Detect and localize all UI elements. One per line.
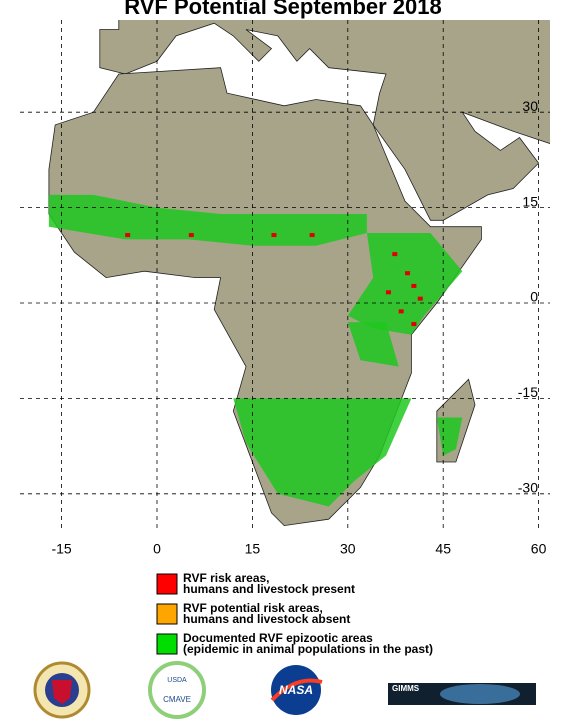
- lon-label: 0: [153, 541, 161, 557]
- lon-label: 45: [435, 541, 451, 557]
- lat-label: 30: [522, 98, 538, 114]
- risk-spot: [271, 233, 277, 238]
- cmave-text: CMAVE: [163, 695, 191, 704]
- cmave-logo: [148, 661, 206, 719]
- lon-label: 60: [531, 541, 547, 557]
- risk-spot: [125, 233, 131, 238]
- risk-spot: [417, 296, 423, 301]
- legend-label: humans and livestock absent: [183, 612, 350, 626]
- risk-spot: [385, 290, 391, 295]
- legend-swatch: [156, 633, 178, 655]
- legend-swatch: [156, 603, 178, 625]
- risk-spot: [309, 233, 315, 238]
- legend-label: humans and livestock present: [183, 582, 355, 596]
- legend-label: (epidemic in animal populations in the p…: [183, 642, 433, 656]
- epizootic-area: [347, 233, 463, 335]
- gimms-globe: [440, 684, 520, 704]
- nasa-swoosh: [270, 678, 323, 702]
- epizootic-area: [233, 398, 412, 507]
- logos: USDA CMAVE NASA GIMMS: [33, 661, 536, 719]
- usda-text: USDA: [167, 677, 187, 684]
- lon-label: 30: [340, 541, 356, 557]
- eurasia: [99, 20, 550, 221]
- lat-label: -15: [518, 384, 538, 400]
- legend-swatch: [156, 573, 178, 595]
- lat-label: 15: [522, 193, 538, 209]
- lon-label: -15: [51, 541, 71, 557]
- risk-spot: [392, 252, 398, 257]
- legend-label: RVF potential risk areas,: [183, 601, 323, 615]
- lat-label: -30: [518, 480, 538, 496]
- legend-label: RVF risk areas,: [183, 571, 270, 585]
- risk-spot: [411, 283, 417, 288]
- nasa-logo: [271, 665, 321, 715]
- risk-spot: [188, 233, 194, 238]
- legend: RVF risk areas,humans and livestock pres…: [156, 571, 433, 656]
- risk-spot: [411, 322, 417, 327]
- epizootic-area: [347, 322, 399, 367]
- lon-label: 15: [245, 541, 261, 557]
- gimms-text: GIMMS: [392, 684, 420, 693]
- dha-shield: [52, 680, 72, 704]
- lat-label: 0: [530, 289, 538, 305]
- risk-spot: [405, 271, 411, 276]
- map: [48, 20, 550, 527]
- graticule: -15 0 15 30 45 60 30 15 0 -15 -30: [20, 20, 550, 557]
- nasa-text: NASA: [279, 683, 313, 697]
- legend-label: Documented RVF epizootic areas: [183, 631, 373, 645]
- title: RVF Potential September 2018: [124, 0, 442, 19]
- risk-spot: [398, 309, 404, 314]
